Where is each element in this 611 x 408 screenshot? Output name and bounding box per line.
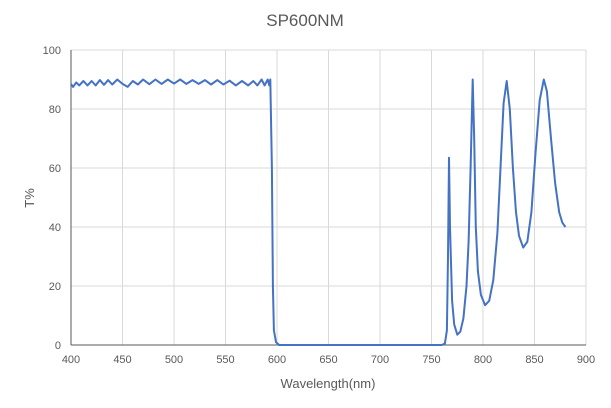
x-tick-label: 750	[422, 354, 440, 366]
y-tick-label: 100	[43, 45, 61, 57]
y-tick-label: 80	[49, 104, 61, 116]
x-tick-label: 450	[113, 354, 131, 366]
x-tick-label: 850	[525, 354, 543, 366]
x-axis-label: Wavelength(nm)	[281, 376, 376, 391]
x-tick-label: 900	[577, 354, 595, 366]
x-tick-labels: 400 450 500 550 600 650 700 750 800 850 900	[62, 354, 595, 366]
series-line	[70, 78, 567, 346]
y-tick-label: 60	[49, 163, 61, 175]
y-axis-label: T%	[22, 188, 37, 208]
chart-title: SP600NM	[266, 11, 343, 30]
x-tick-label: 700	[371, 354, 389, 366]
y-tick-label: 40	[49, 222, 61, 234]
x-tick-label: 550	[216, 354, 234, 366]
y-tick-label: 0	[55, 340, 61, 352]
x-tick-label: 600	[268, 354, 286, 366]
x-tick-label: 650	[319, 354, 337, 366]
x-tick-label: 800	[474, 354, 492, 366]
x-tick-label: 400	[62, 354, 80, 366]
gridlines	[70, 49, 587, 346]
x-tick-label: 500	[165, 354, 183, 366]
y-tick-labels: 0 20 40 60 80 100	[43, 45, 61, 352]
y-tick-label: 20	[49, 281, 61, 293]
